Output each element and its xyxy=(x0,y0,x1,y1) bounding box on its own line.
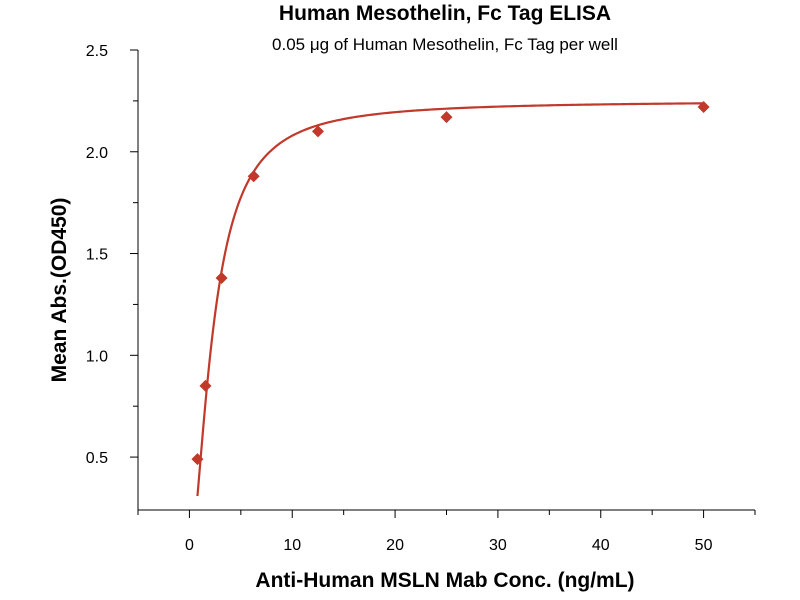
data-point xyxy=(215,271,228,284)
y-tick-label: 1.5 xyxy=(86,247,108,264)
y-tick-label: 2.0 xyxy=(86,145,108,162)
x-tick-label: 10 xyxy=(283,537,301,554)
x-axis-label: Anti-Human MSLN Mab Conc. (ng/mL) xyxy=(255,569,634,592)
y-tick-label: 1.0 xyxy=(86,348,108,365)
chart-title: Human Mesothelin, Fc Tag ELISA xyxy=(279,2,611,25)
data-point xyxy=(199,379,212,392)
y-axis-label: Mean Abs.(OD450) xyxy=(48,198,71,383)
data-point xyxy=(247,170,260,183)
data-point xyxy=(697,100,710,113)
chart-subtitle: 0.05 μg of Human Mesothelin, Fc Tag per … xyxy=(272,35,618,54)
x-tick-label: 30 xyxy=(489,537,507,554)
x-tick-label: 0 xyxy=(185,537,194,554)
fit-curve xyxy=(196,102,704,497)
data-point xyxy=(440,111,453,124)
y-tick-label: 0.5 xyxy=(86,450,108,467)
x-ticks: 0 10 20 30 40 50 xyxy=(137,510,756,554)
data-point xyxy=(191,453,204,466)
y-tick-label: 2.5 xyxy=(86,43,108,60)
y-ticks: 0.5 1.0 1.5 2.0 2.5 xyxy=(86,43,138,467)
x-tick-label: 20 xyxy=(386,537,404,554)
x-tick-label: 50 xyxy=(695,537,713,554)
data-points xyxy=(191,100,710,466)
data-point xyxy=(311,125,324,138)
x-tick-label: 40 xyxy=(592,537,610,554)
